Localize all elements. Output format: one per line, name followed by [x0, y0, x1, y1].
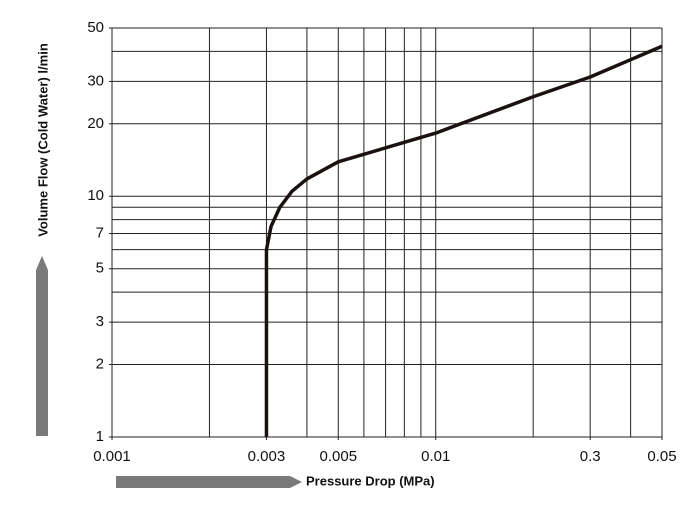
x-arrow: [116, 476, 302, 488]
data-line: [264, 44, 663, 437]
y-tick-label: 10: [87, 187, 104, 204]
y-arrow: [36, 256, 48, 436]
x-tick-label: 0.003: [248, 448, 286, 465]
y-tick-label: 7: [96, 225, 104, 242]
x-tick-label: 0.001: [93, 448, 131, 465]
x-tick-label: 0.005: [320, 448, 358, 465]
y-tick-label: 1: [96, 428, 104, 445]
x-tick-label: 0.05: [647, 448, 676, 465]
x-tick-label: 0.01: [421, 448, 450, 465]
y-tick-label: 20: [87, 115, 104, 132]
y-tick-label: 5: [96, 260, 104, 277]
y-tick-label: 50: [87, 19, 104, 36]
x-tick-label: 0.3: [580, 448, 601, 465]
y-tick-label: 3: [96, 313, 104, 330]
x-axis-title: Pressure Drop (MPa): [306, 473, 435, 488]
y-tick-label: 2: [96, 356, 104, 373]
y-tick-label: 30: [87, 72, 104, 89]
y-axis-title: Volume Flow (Cold Water) l/min: [35, 43, 50, 237]
